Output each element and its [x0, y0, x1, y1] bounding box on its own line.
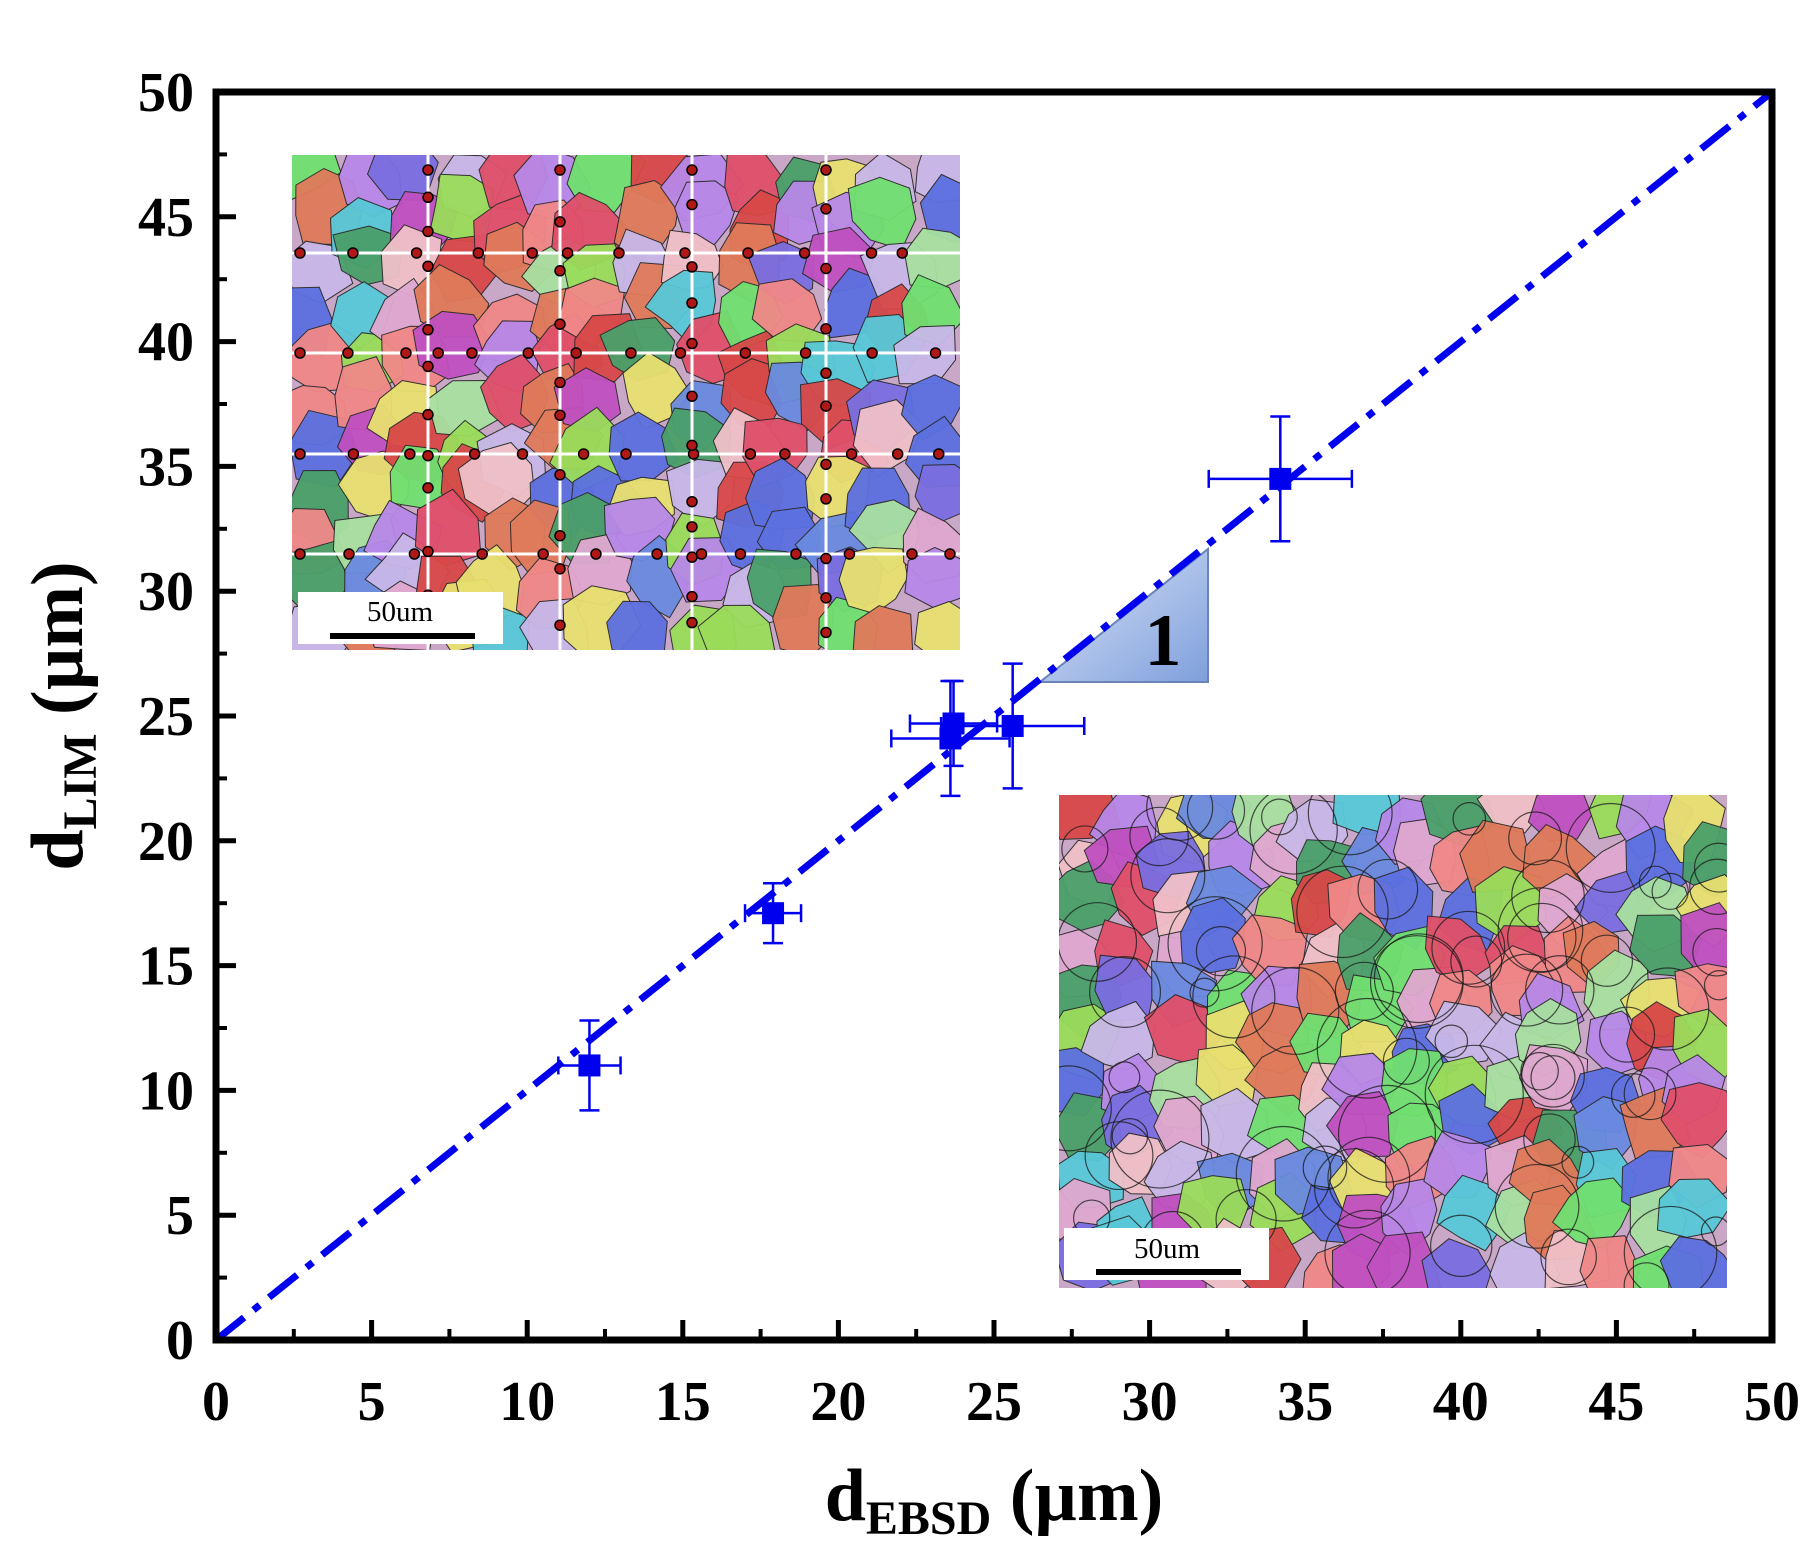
x-tick-label: 10 — [499, 1371, 555, 1433]
data-points — [557, 415, 1354, 1112]
data-point — [557, 1019, 622, 1112]
inset1-scale-label: 50um — [367, 596, 434, 628]
y-tick-label: 50 — [138, 62, 194, 124]
x-tick-label: 15 — [655, 1371, 711, 1433]
reference-line-y-equals-x — [213, 89, 1775, 1343]
data-point — [908, 679, 999, 768]
data-point — [890, 679, 1011, 798]
inset2-scale-label: 50um — [1134, 1233, 1201, 1265]
x-tick-label: 5 — [358, 1371, 386, 1433]
y-tick-label: 10 — [138, 1060, 194, 1122]
y-axis-title-unit: (µm) — [17, 561, 99, 733]
y-tick-label: 15 — [138, 936, 194, 998]
x-tick-label: 0 — [202, 1371, 230, 1433]
x-tick-label: 20 — [810, 1371, 866, 1433]
point-marker — [942, 712, 965, 735]
y-tick-label: 45 — [138, 187, 194, 249]
ebsd-grid-inset: 50um — [292, 155, 960, 650]
data-point — [939, 662, 1086, 790]
x-tick-label: 40 — [1433, 1371, 1489, 1433]
point-marker — [578, 1054, 601, 1077]
y-axis-title: dLIM (µm) — [17, 561, 107, 870]
ebsd-circle-inset: 50um — [1059, 795, 1727, 1288]
x-tick-label: 35 — [1277, 1371, 1333, 1433]
x-tick-label: 45 — [1588, 1371, 1644, 1433]
x-axis-title-sub: EBSD — [866, 1492, 991, 1545]
x-axis-title-unit: (µm) — [991, 1455, 1163, 1537]
y-tick-labels: 0 5 10 15 20 25 30 35 40 45 50 — [138, 62, 194, 1372]
y-tick-label: 30 — [138, 561, 194, 623]
y-axis-title-sub: LIM — [54, 733, 107, 829]
slope-label: 1 — [1145, 600, 1182, 682]
data-point — [743, 881, 803, 945]
y-tick-label: 0 — [166, 1310, 194, 1372]
y-tick-label: 25 — [138, 686, 194, 748]
data-point — [1207, 415, 1354, 543]
y-tick-label: 40 — [138, 312, 194, 374]
point-marker — [1001, 714, 1024, 737]
x-axis-title: dEBSD (µm) — [825, 1455, 1164, 1545]
y-tick-label: 5 — [166, 1185, 194, 1247]
x-tick-labels: 0 5 10 15 20 25 30 35 40 45 50 — [202, 1371, 1800, 1433]
point-marker — [762, 902, 785, 925]
point-marker — [1269, 467, 1292, 490]
x-tick-label: 25 — [966, 1371, 1022, 1433]
y-tick-label: 35 — [138, 436, 194, 498]
axis-ticks — [213, 89, 1775, 1343]
x-axis-title-main: d — [825, 1455, 866, 1537]
x-tick-label: 30 — [1122, 1371, 1178, 1433]
y-tick-label: 20 — [138, 811, 194, 873]
x-tick-label: 50 — [1744, 1371, 1800, 1433]
y-axis-title-main: d — [17, 829, 99, 870]
